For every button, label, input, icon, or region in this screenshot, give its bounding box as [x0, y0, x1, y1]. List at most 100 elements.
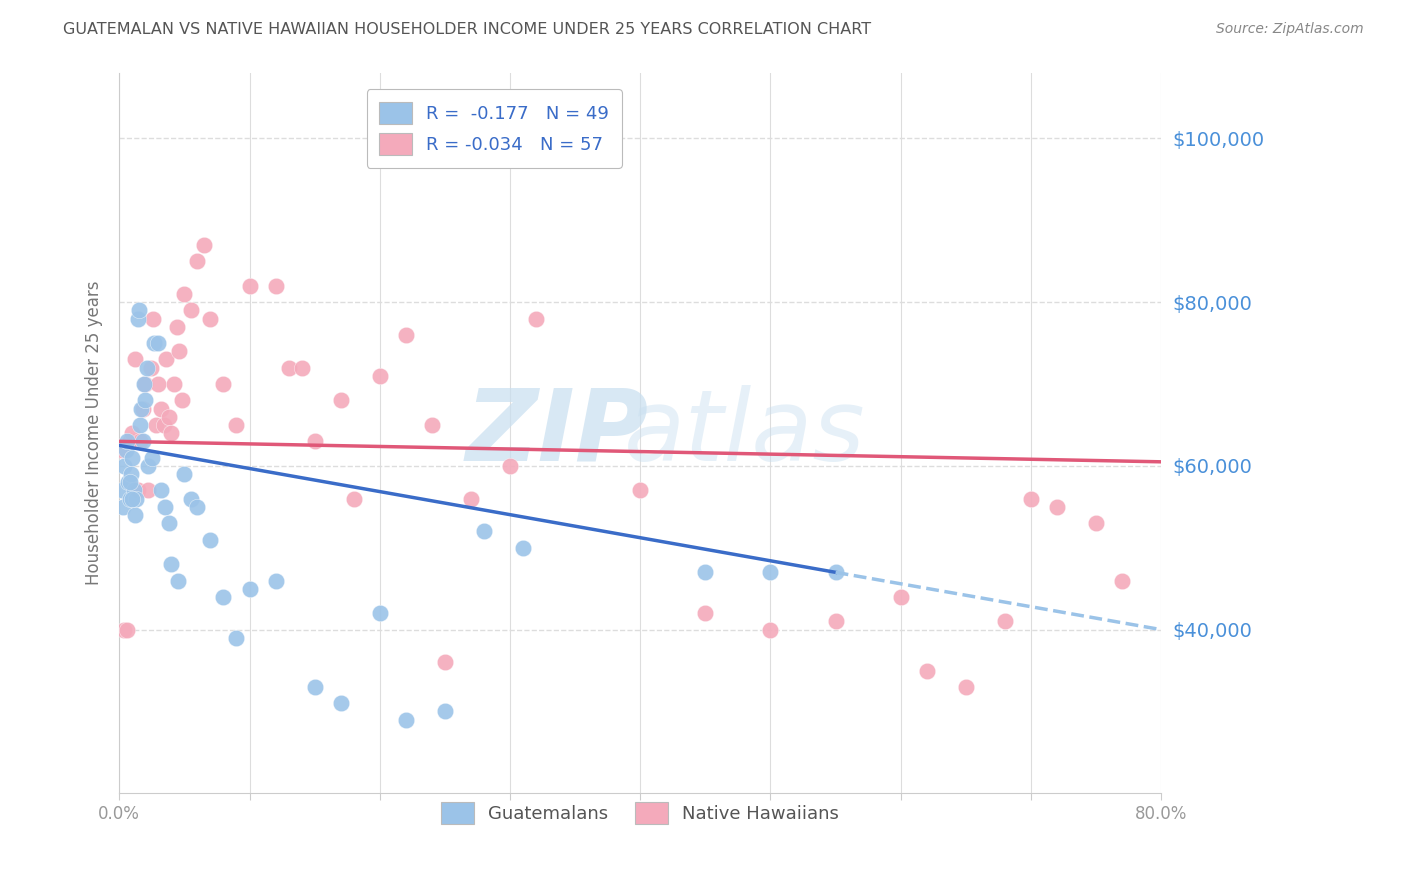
Point: [127, 311, 149, 326]
Point: [149, 483, 172, 498]
Point: [148, 336, 170, 351]
Legend: Guatemalans, Native Hawaiians: Guatemalans, Native Hawaiians: [430, 791, 851, 835]
Point: [134, 377, 156, 392]
Text: ZIP: ZIP: [465, 384, 648, 482]
Point: [238, 582, 260, 596]
Point: [141, 450, 163, 465]
Text: Source: ZipAtlas.com: Source: ZipAtlas.com: [1216, 22, 1364, 37]
Point: [114, 623, 136, 637]
Point: [472, 524, 495, 539]
Point: [121, 491, 143, 506]
Point: [135, 360, 157, 375]
Point: [193, 238, 215, 252]
Point: [125, 491, 148, 506]
Point: [329, 393, 352, 408]
Point: [524, 311, 547, 326]
Point: [277, 360, 299, 375]
Point: [200, 533, 222, 547]
Point: [134, 393, 156, 408]
Text: atlas: atlas: [624, 384, 865, 482]
Point: [124, 352, 146, 367]
Point: [180, 303, 202, 318]
Point: [628, 483, 651, 498]
Point: [139, 360, 162, 375]
Point: [395, 327, 418, 342]
Point: [167, 574, 190, 588]
Point: [304, 680, 326, 694]
Point: [180, 491, 202, 506]
Point: [136, 458, 159, 473]
Point: [264, 574, 287, 588]
Point: [111, 483, 134, 498]
Point: [433, 656, 456, 670]
Point: [186, 254, 208, 268]
Point: [145, 417, 167, 432]
Point: [329, 696, 352, 710]
Point: [124, 508, 146, 522]
Y-axis label: Householder Income Under 25 years: Householder Income Under 25 years: [86, 281, 103, 585]
Point: [115, 434, 138, 449]
Point: [131, 401, 153, 416]
Point: [186, 500, 208, 514]
Point: [114, 458, 136, 473]
Point: [118, 475, 141, 490]
Point: [128, 303, 150, 318]
Point: [759, 566, 782, 580]
Point: [695, 566, 717, 580]
Point: [129, 434, 152, 449]
Point: [129, 417, 152, 432]
Point: [368, 368, 391, 383]
Point: [368, 607, 391, 621]
Point: [149, 401, 172, 416]
Point: [152, 417, 174, 432]
Point: [759, 623, 782, 637]
Point: [1085, 516, 1108, 531]
Point: [890, 590, 912, 604]
Point: [915, 664, 938, 678]
Point: [160, 557, 183, 571]
Point: [460, 491, 482, 506]
Point: [200, 311, 222, 326]
Point: [118, 491, 141, 506]
Point: [157, 516, 180, 531]
Point: [127, 483, 149, 498]
Point: [173, 467, 195, 481]
Point: [395, 713, 418, 727]
Point: [143, 336, 166, 351]
Point: [1019, 491, 1042, 506]
Point: [148, 377, 170, 392]
Point: [153, 500, 176, 514]
Point: [343, 491, 366, 506]
Point: [291, 360, 314, 375]
Point: [157, 409, 180, 424]
Point: [166, 319, 188, 334]
Point: [118, 434, 141, 449]
Point: [163, 377, 186, 392]
Point: [132, 377, 155, 392]
Point: [433, 705, 456, 719]
Point: [420, 417, 443, 432]
Point: [1111, 574, 1133, 588]
Point: [122, 483, 145, 498]
Point: [115, 623, 138, 637]
Text: GUATEMALAN VS NATIVE HAWAIIAN HOUSEHOLDER INCOME UNDER 25 YEARS CORRELATION CHAR: GUATEMALAN VS NATIVE HAWAIIAN HOUSEHOLDE…: [63, 22, 872, 37]
Point: [136, 483, 159, 498]
Point: [212, 377, 235, 392]
Point: [121, 426, 143, 441]
Point: [121, 450, 143, 465]
Point: [132, 401, 155, 416]
Point: [112, 500, 135, 514]
Point: [238, 278, 260, 293]
Point: [499, 458, 522, 473]
Point: [304, 434, 326, 449]
Point: [155, 352, 177, 367]
Point: [142, 311, 165, 326]
Point: [117, 475, 139, 490]
Point: [132, 434, 155, 449]
Point: [955, 680, 977, 694]
Point: [120, 467, 142, 481]
Point: [695, 607, 717, 621]
Point: [264, 278, 287, 293]
Point: [114, 442, 136, 457]
Point: [225, 417, 247, 432]
